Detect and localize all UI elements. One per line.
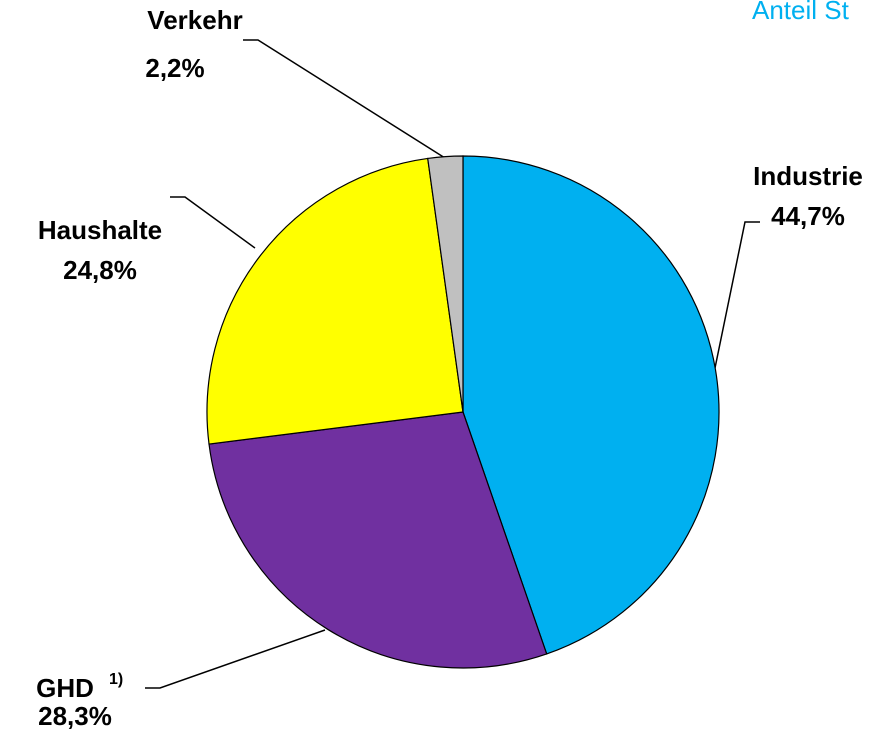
slice-label: Haushalte — [38, 215, 162, 245]
value-label: 44,7% — [771, 201, 845, 231]
leader-line — [243, 39, 446, 159]
slice-label: Verkehr — [147, 5, 242, 35]
value-label: 28,3% — [38, 701, 112, 731]
value-label: 24,8% — [63, 255, 137, 285]
value-label: 2,2% — [145, 53, 204, 83]
chart-title: Anteil St — [752, 0, 850, 25]
slice-label: GHD — [36, 673, 94, 703]
pie-slice — [427, 155, 464, 413]
pie-slice — [462, 155, 720, 655]
pie-slice — [208, 411, 548, 669]
leader-line — [170, 196, 256, 249]
slice-label: Industrie — [753, 161, 863, 191]
footnote-marker: 1) — [109, 671, 123, 688]
leader-line — [145, 629, 326, 689]
leader-line — [714, 221, 760, 369]
pie-slice — [206, 157, 464, 445]
